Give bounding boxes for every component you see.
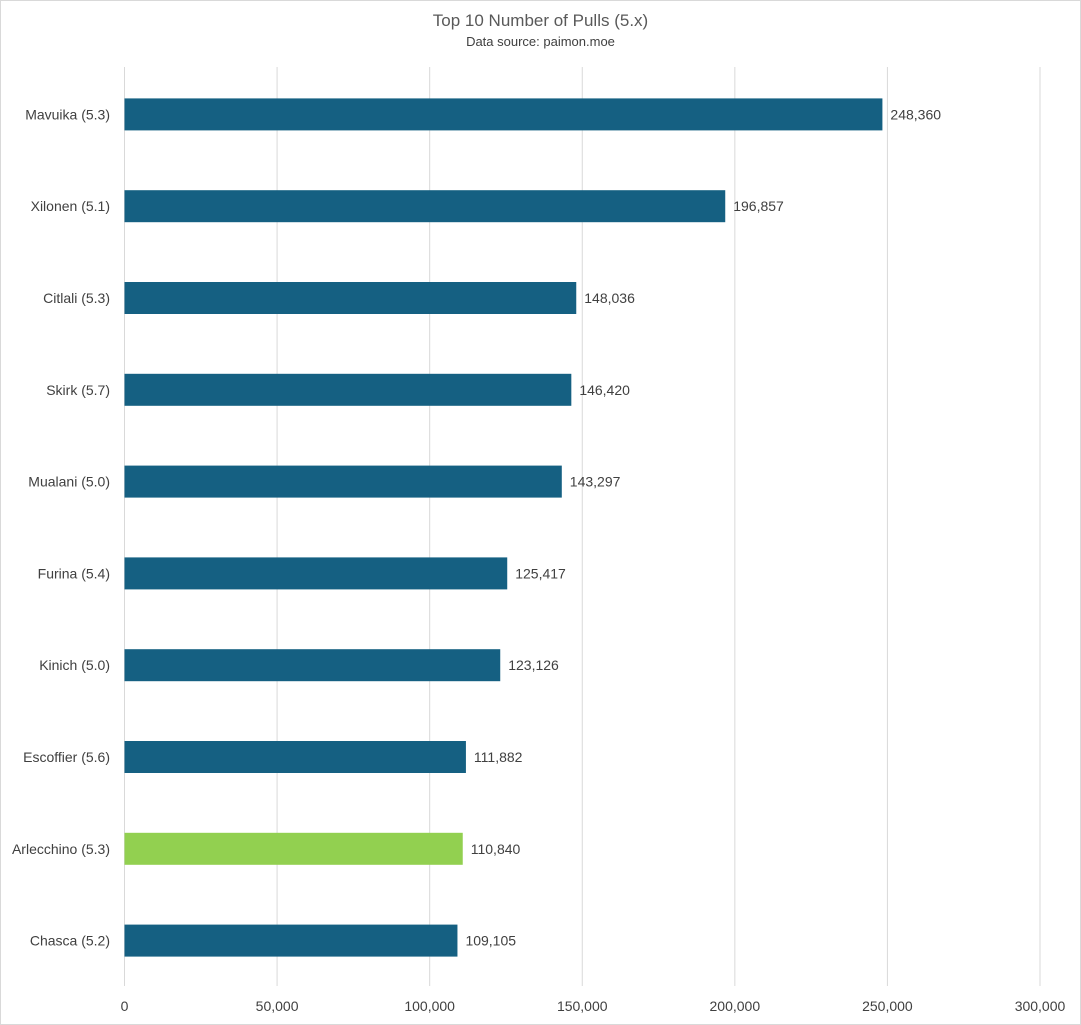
category-label: Mavuika (5.3)	[25, 106, 110, 122]
category-label: Skirk (5.7)	[46, 382, 110, 398]
bar	[124, 282, 577, 314]
bar	[124, 465, 562, 498]
x-tick-label: 300,000	[1015, 998, 1066, 1014]
category-label: Citlali (5.3)	[43, 290, 110, 306]
data-label: 123,126	[508, 657, 559, 673]
x-tick-label: 150,000	[557, 998, 608, 1014]
bar	[124, 373, 572, 406]
data-label: 146,420	[579, 382, 630, 398]
bar	[124, 557, 508, 590]
category-labels: Mavuika (5.3) Xilonen (5.1) Citlali (5.3) S…	[12, 106, 110, 948]
data-label: 125,417	[515, 565, 566, 581]
bar	[124, 924, 458, 957]
bar	[124, 741, 466, 773]
x-tick-label: 0	[121, 998, 129, 1014]
category-label: Xilonen (5.1)	[31, 198, 110, 214]
category-label: Escoffier (5.6)	[23, 749, 110, 765]
bars	[124, 98, 883, 957]
x-tick-label: 50,000	[256, 998, 299, 1014]
bar	[124, 98, 883, 131]
x-tick-label: 100,000	[404, 998, 455, 1014]
data-label: 109,105	[465, 933, 516, 949]
category-label: Mualani (5.0)	[28, 474, 110, 490]
category-label: Chasca (5.2)	[30, 933, 110, 949]
data-label: 248,360	[890, 106, 941, 122]
data-label: 111,882	[474, 749, 523, 765]
x-axis-ticks: 0 50,000 100,000 150,000 200,000 250,000 300,0…	[121, 998, 1066, 1014]
bar	[124, 649, 501, 682]
data-label: 196,857	[733, 198, 784, 214]
chart-title: Top 10 Number of Pulls (5.x)	[432, 11, 649, 30]
data-label: 110,840	[471, 841, 521, 857]
category-label: Arlecchino (5.3)	[12, 841, 110, 857]
bar	[124, 190, 726, 223]
x-tick-label: 200,000	[710, 998, 761, 1014]
data-label: 143,297	[570, 474, 621, 490]
bar	[124, 832, 463, 865]
data-label: 148,036	[584, 290, 635, 306]
chart-subtitle: Data source: paimon.moe	[466, 34, 615, 49]
data-labels: 248,360 196,857 148,036 146,420 143,297 125,4…	[465, 106, 941, 948]
x-tick-label: 250,000	[862, 998, 913, 1014]
category-label: Kinich (5.0)	[39, 657, 110, 673]
category-label: Furina (5.4)	[38, 565, 110, 581]
